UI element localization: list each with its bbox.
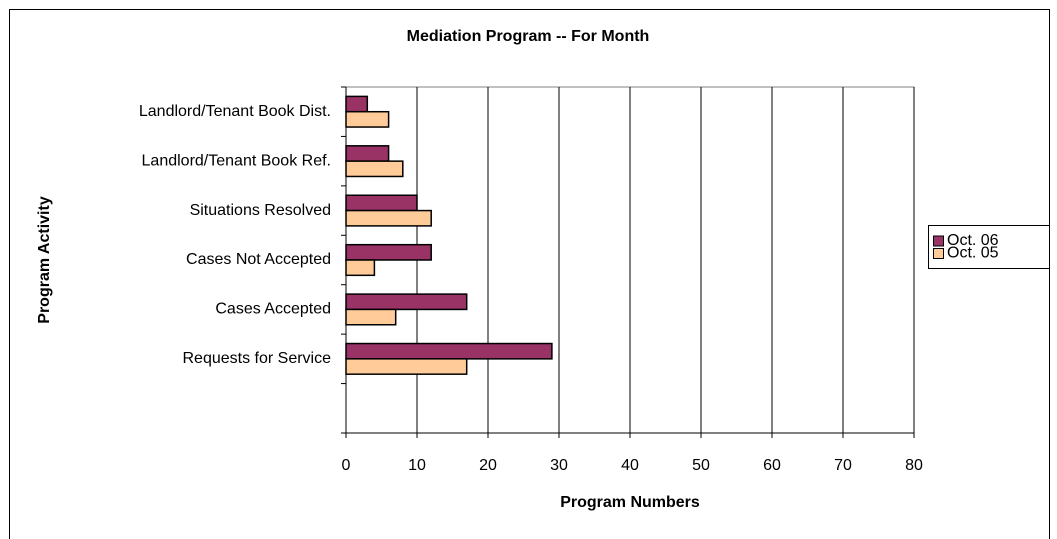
y-tick-label: Cases Not Accepted <box>186 251 331 268</box>
y-tick-label: Situations Resolved <box>190 202 331 219</box>
y-tick-label: Requests for Service <box>182 350 331 367</box>
bar <box>345 342 553 360</box>
bar <box>345 209 432 227</box>
chart-title: Mediation Program -- For Month <box>407 28 650 45</box>
x-axis-label: Program Numbers <box>560 494 700 511</box>
y-tick-label: Cases Accepted <box>215 301 331 318</box>
y-axis-label: Program Activity <box>36 196 53 324</box>
bar <box>345 194 418 212</box>
bar <box>345 293 468 311</box>
bar <box>345 160 404 178</box>
x-tick-label: 80 <box>905 457 923 474</box>
bar <box>345 95 369 113</box>
legend-swatch <box>933 235 944 247</box>
x-tick-label: 50 <box>692 457 710 474</box>
legend-label: Oct. 06 <box>947 232 999 249</box>
x-tick-label: 20 <box>479 457 497 474</box>
x-tick-label: 30 <box>550 457 568 474</box>
y-tick-label: Landlord/Tenant Book Ref. <box>142 152 331 169</box>
bar <box>345 243 432 261</box>
legend <box>928 225 1050 269</box>
bar <box>345 110 390 128</box>
legend-swatch <box>933 248 944 259</box>
bar <box>345 259 376 277</box>
bar <box>345 145 390 162</box>
x-tick-label: 70 <box>834 457 852 474</box>
x-tick-label: 40 <box>621 457 639 474</box>
x-tick-label: 10 <box>408 457 426 474</box>
x-tick-label: 0 <box>342 457 351 474</box>
y-tick-label: Landlord/Tenant Book Dist. <box>139 103 331 120</box>
x-tick-label: 60 <box>763 457 781 474</box>
legend-label: Oct. 05 <box>947 245 999 262</box>
bar <box>345 308 397 326</box>
bar <box>345 358 468 375</box>
